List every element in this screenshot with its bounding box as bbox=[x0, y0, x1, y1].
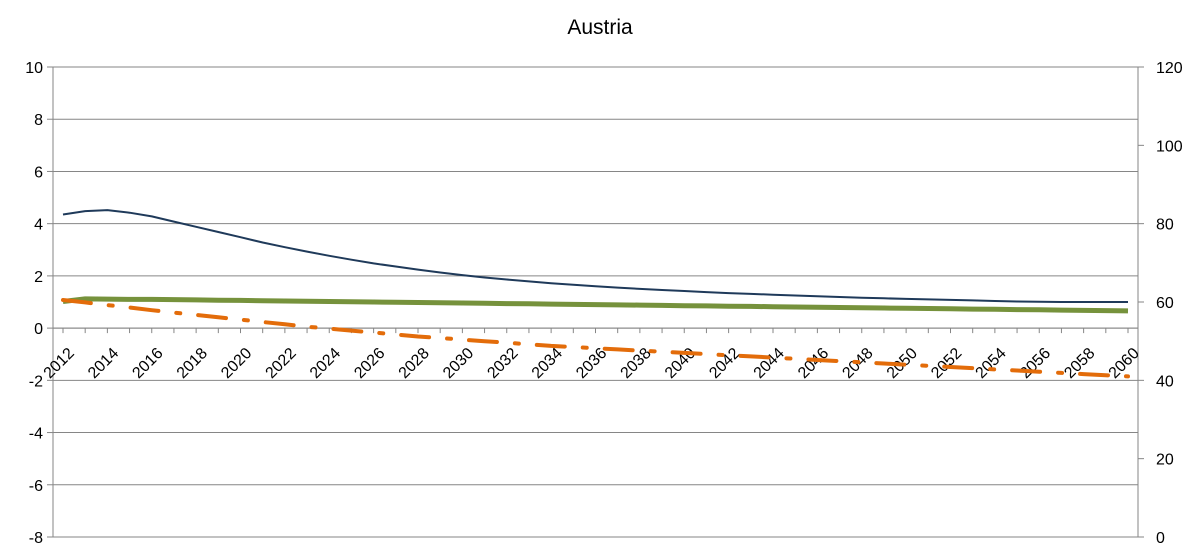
x-tick-label: 2054 bbox=[973, 345, 1010, 382]
chart-title: Austria bbox=[567, 16, 633, 39]
left-tick-label: -4 bbox=[29, 426, 43, 443]
x-tick-label: 2032 bbox=[484, 345, 521, 382]
x-tick-label: 2034 bbox=[529, 345, 566, 382]
right-tick-label: 20 bbox=[1156, 452, 1174, 469]
left-tick-label: 0 bbox=[34, 321, 43, 338]
series-group bbox=[61, 209, 1130, 379]
x-tick-label: 2016 bbox=[129, 345, 166, 382]
x-tick-label: 2046 bbox=[795, 345, 832, 382]
x-tick-label: 2020 bbox=[218, 345, 255, 382]
x-tick-label: 2030 bbox=[440, 345, 477, 382]
series-line-2 bbox=[62, 296, 1129, 314]
right-tick-label: 0 bbox=[1156, 530, 1165, 547]
right-tick-label: 60 bbox=[1156, 295, 1174, 312]
x-tick-label: 2044 bbox=[751, 345, 788, 382]
x-tick-label: 2018 bbox=[174, 345, 211, 382]
x-tick-label: 2056 bbox=[1017, 345, 1054, 382]
x-tick-label: 2026 bbox=[351, 345, 388, 382]
left-tick-label: 2 bbox=[34, 269, 43, 286]
left-tick-label: -8 bbox=[29, 530, 43, 547]
right-tick-label: 40 bbox=[1156, 373, 1174, 390]
series-line-3 bbox=[61, 298, 1130, 379]
left-tick-label: -2 bbox=[29, 373, 43, 390]
x-tick-label: 2028 bbox=[396, 345, 433, 382]
left-tick-label: 4 bbox=[34, 217, 43, 234]
x-tick-label: 2014 bbox=[85, 345, 122, 382]
left-tick-label: -6 bbox=[29, 478, 43, 495]
right-axis: 120 100 80 60 40 20 0 bbox=[1138, 60, 1183, 547]
left-axis: 10 8 6 4 2 0 -2 -4 -6 -8 bbox=[25, 60, 53, 547]
right-tick-label: 80 bbox=[1156, 217, 1174, 234]
x-tick-label: 2022 bbox=[263, 345, 300, 382]
left-tick-label: 6 bbox=[34, 164, 43, 181]
left-tick-label: 8 bbox=[34, 112, 43, 129]
x-tick-label: 2040 bbox=[662, 345, 699, 382]
left-tick-label: 10 bbox=[25, 60, 43, 77]
x-tick-label: 2024 bbox=[307, 345, 344, 382]
right-tick-label: 100 bbox=[1156, 138, 1183, 155]
x-tick-label: 2052 bbox=[928, 345, 965, 382]
grid bbox=[52, 66, 1139, 538]
right-tick-label: 120 bbox=[1156, 60, 1183, 77]
x-axis: 2012 2014 2016 2018 2020 2022 2024 2026 2028 2030… bbox=[41, 327, 1143, 382]
series-line-1 bbox=[62, 209, 1128, 303]
x-tick-label: 2042 bbox=[706, 345, 743, 382]
x-tick-label: 2012 bbox=[41, 345, 78, 382]
